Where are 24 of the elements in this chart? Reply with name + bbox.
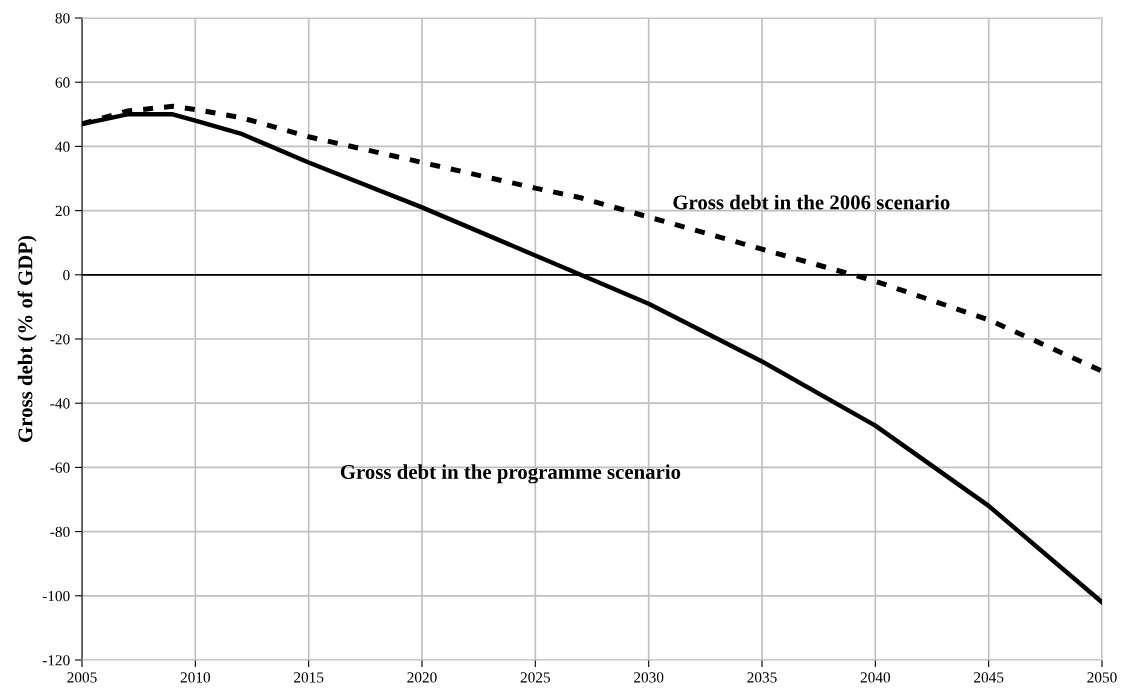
x-tick-label: 2025 — [520, 672, 551, 683]
y-axis-title: Gross debt (% of GDP) — [17, 235, 37, 442]
x-tick-label: 2040 — [860, 672, 891, 683]
annotation: Gross debt in the programme scenario — [340, 464, 681, 484]
x-tick-label: 2030 — [634, 672, 664, 683]
y-tick-label: -80 — [50, 526, 70, 538]
x-tick-label: 2010 — [180, 672, 211, 683]
y-tick-label: -120 — [42, 655, 70, 666]
x-tick-label: 2005 — [67, 672, 97, 683]
x-tick-label: 2035 — [747, 672, 777, 683]
y-tick-label: 60 — [55, 77, 70, 88]
x-tick-label: 2015 — [294, 672, 324, 683]
x-tick-label: 2050 — [1087, 672, 1117, 683]
annotation: Gross debt in the 2006 scenario — [673, 194, 950, 210]
y-tick-label: 40 — [55, 141, 70, 152]
y-tick-label: 20 — [55, 205, 70, 217]
x-tick-label: 2020 — [407, 672, 437, 683]
y-tick-label: 0 — [63, 269, 70, 281]
y-tick-label: 80 — [55, 13, 70, 24]
y-tick-label: -60 — [50, 462, 70, 473]
y-tick-label: -40 — [50, 398, 70, 409]
x-tick-label: 2045 — [974, 672, 1004, 683]
y-tick-label: -100 — [42, 590, 70, 602]
y-tick-label: -20 — [50, 334, 70, 345]
